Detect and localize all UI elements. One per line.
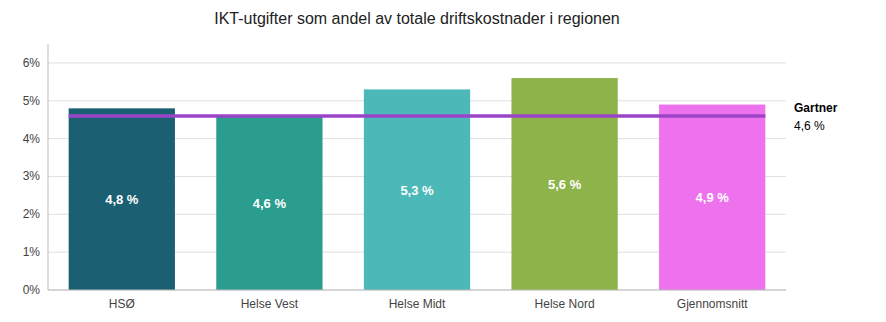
data-label: 4,9 %	[696, 190, 730, 205]
bar	[364, 89, 470, 290]
reference-label: Gartner	[794, 101, 838, 115]
grid-line	[48, 62, 786, 63]
reference-line	[69, 114, 766, 118]
data-label: 4,8 %	[105, 192, 139, 207]
grid-line	[48, 290, 786, 291]
chart-container: IKT-utgifter som andel av totale driftsk…	[0, 0, 886, 322]
y-tick-label: 6%	[23, 56, 41, 70]
data-label: 4,6 %	[253, 196, 287, 211]
y-tick-label: 5%	[23, 94, 41, 108]
y-tick-label: 1%	[23, 245, 41, 259]
bar	[216, 116, 322, 290]
x-tick-label: Helse Nord	[535, 297, 595, 311]
x-tick-label: HSØ	[109, 297, 135, 311]
y-tick-label: 0%	[23, 283, 41, 297]
data-label: 5,3 %	[400, 183, 434, 198]
x-tick-label: Helse Vest	[241, 297, 299, 311]
bar	[511, 78, 617, 290]
chart-svg: IKT-utgifter som andel av totale driftsk…	[0, 0, 886, 322]
x-tick-label: Helse Midt	[389, 297, 446, 311]
x-axis-line	[48, 290, 786, 291]
bar	[659, 105, 765, 290]
data-label: 5,6 %	[548, 177, 582, 192]
reference-value-label: 4,6 %	[794, 119, 825, 133]
y-tick-label: 3%	[23, 169, 41, 183]
bar	[69, 108, 175, 290]
grid	[48, 63, 786, 290]
x-tick-label: Gjennomsnitt	[677, 297, 748, 311]
bars	[69, 78, 766, 290]
chart-title: IKT-utgifter som andel av totale driftsk…	[214, 10, 620, 27]
y-tick-label: 4%	[23, 132, 41, 146]
y-tick-label: 2%	[23, 207, 41, 221]
y-axis-line	[48, 44, 49, 290]
